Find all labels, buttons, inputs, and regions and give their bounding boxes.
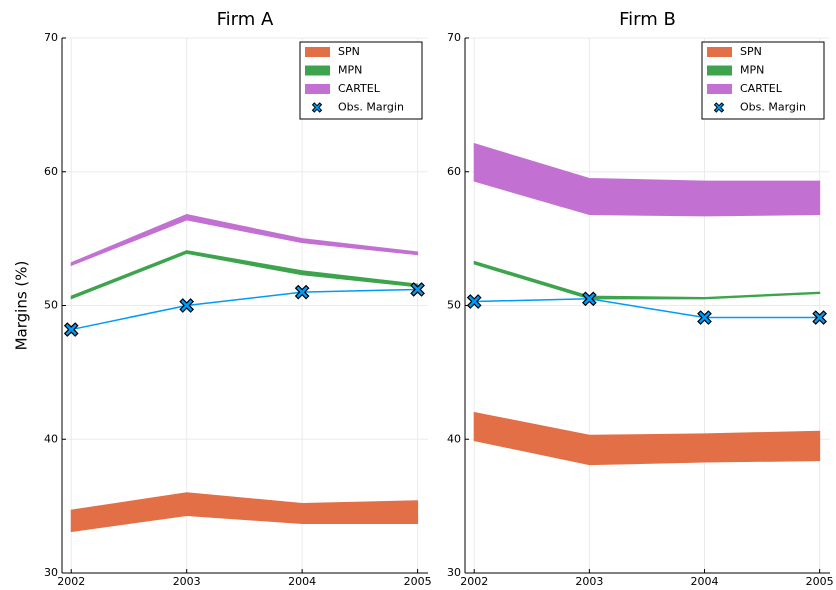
legend-label: MPN — [338, 64, 362, 77]
x-tick-label: 2002 — [460, 575, 488, 588]
legend-label: MPN — [740, 64, 764, 77]
line — [71, 288, 418, 331]
x-tick-label: 2003 — [173, 575, 201, 588]
marker — [63, 322, 79, 337]
marker — [812, 310, 827, 325]
y-tick-label: 60 — [44, 165, 58, 178]
y-tick-label: 50 — [447, 299, 461, 312]
y-tick-label: 60 — [447, 165, 461, 178]
band — [473, 260, 821, 300]
y-tick-label: 40 — [44, 432, 58, 445]
legend-marker — [311, 102, 323, 113]
x-tick-label: 2003 — [575, 575, 603, 588]
y-tick-label: 30 — [447, 566, 461, 579]
marker — [410, 282, 425, 297]
line — [474, 298, 820, 319]
legend-patch — [707, 84, 732, 94]
x-tick-label: 2005 — [404, 575, 432, 588]
marker — [466, 294, 482, 309]
band — [70, 250, 419, 300]
legend-patch — [707, 65, 732, 76]
marker — [582, 291, 597, 307]
y-tick-label: 50 — [44, 299, 58, 312]
legend-patch — [305, 47, 330, 57]
x-tick-label: 2004 — [288, 575, 316, 588]
y-tick-label: 40 — [447, 432, 461, 445]
legend-patch — [305, 84, 330, 94]
legend-label: SPN — [338, 45, 360, 58]
x-tick-label: 2005 — [806, 575, 834, 588]
marker — [697, 310, 712, 325]
legend-label: Obs. Margin — [338, 101, 404, 114]
band — [70, 492, 419, 533]
y-tick-label: 30 — [44, 566, 58, 579]
legend-label: Obs. Margin — [740, 101, 806, 114]
y-axis-label: Margins (%) — [13, 261, 31, 351]
legend-label: SPN — [740, 45, 762, 58]
band — [473, 411, 821, 466]
x-tick-label: 2002 — [57, 575, 85, 588]
band — [70, 214, 419, 267]
legend-label: CARTEL — [338, 82, 381, 95]
band — [473, 142, 821, 217]
legend-patch — [305, 65, 330, 76]
y-tick-label: 70 — [447, 31, 461, 44]
legend-patch — [707, 47, 732, 57]
legend-label: CARTEL — [740, 82, 783, 95]
chart-title: Firm A — [217, 9, 274, 30]
marker — [294, 284, 310, 300]
y-tick-label: 70 — [44, 31, 58, 44]
chart-title: Firm B — [619, 9, 676, 30]
legend-marker — [713, 102, 725, 113]
x-tick-label: 2004 — [690, 575, 718, 588]
marker — [179, 298, 195, 313]
